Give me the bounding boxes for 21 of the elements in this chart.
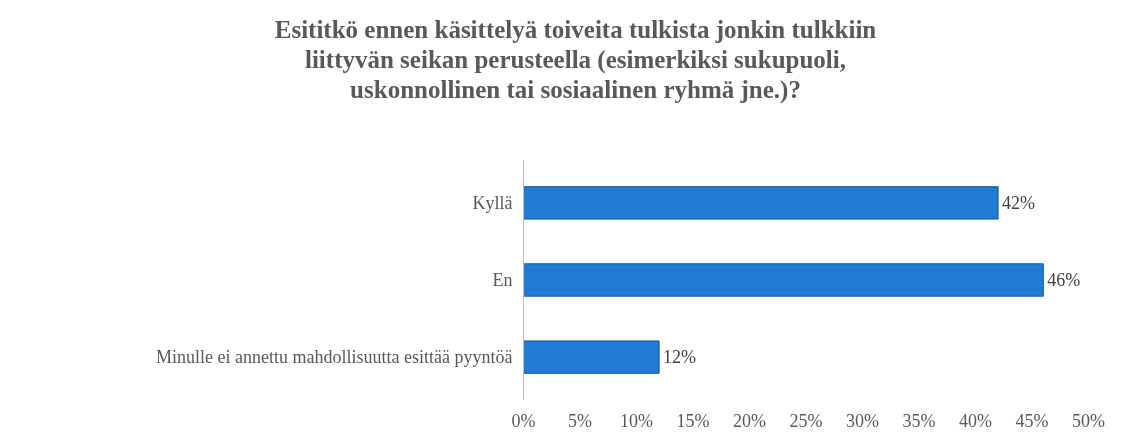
bar	[523, 186, 999, 220]
bar	[523, 263, 1044, 297]
x-tick-label: 25%	[789, 410, 823, 431]
data-label: 46%	[1047, 270, 1081, 290]
x-tick-label: 35%	[902, 410, 936, 431]
x-tick-label: 5%	[568, 410, 592, 431]
x-tick-label: 50%	[1072, 410, 1105, 431]
x-tick-label: 0%	[511, 410, 536, 431]
chart-title: Esititkö ennen käsittelyä toiveita tulkista jonkin tulkkiin liittyvän seikan perusteella (esimerkiksi sukupuoli, uskonnollinen tai sosiaalinen ryhmä jne.)?	[274, 15, 877, 105]
y-tick-label: Kyllä	[472, 192, 513, 213]
x-tick-label: 10%	[620, 410, 653, 431]
bar	[523, 340, 660, 374]
data-label: 42%	[1002, 192, 1036, 213]
data-label: 12%	[663, 347, 697, 368]
y-tick-label: Minulle ei annettu mahdollisuutta esittää pyyntöä	[156, 347, 513, 368]
x-tick-label: 30%	[846, 410, 879, 431]
x-tick-label: 20%	[733, 410, 766, 431]
x-tick-label: 40%	[959, 410, 992, 431]
x-tick-label: 15%	[676, 410, 710, 431]
y-tick-label: En	[492, 270, 513, 290]
x-tick-label: 45%	[1015, 410, 1049, 431]
